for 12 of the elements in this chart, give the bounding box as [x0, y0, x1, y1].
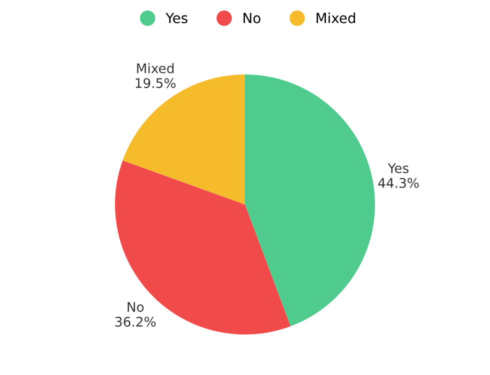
- data-label: 44.3%: [378, 178, 419, 188]
- legend-label: No: [244, 12, 260, 24]
- legend-label: Mixed: [316, 12, 356, 24]
- pie-slice: [122, 74, 245, 204]
- slice-label: Yes: [388, 163, 409, 174]
- pie-slice: [115, 160, 291, 334]
- slice-label: No: [128, 302, 144, 312]
- legend-label: Yes: [166, 12, 188, 24]
- data-label: 19.5%: [136, 78, 176, 88]
- pie-slice: [245, 74, 375, 326]
- slice-label: Mixed: [137, 63, 174, 74]
- data-label: 36.2%: [115, 316, 156, 327]
